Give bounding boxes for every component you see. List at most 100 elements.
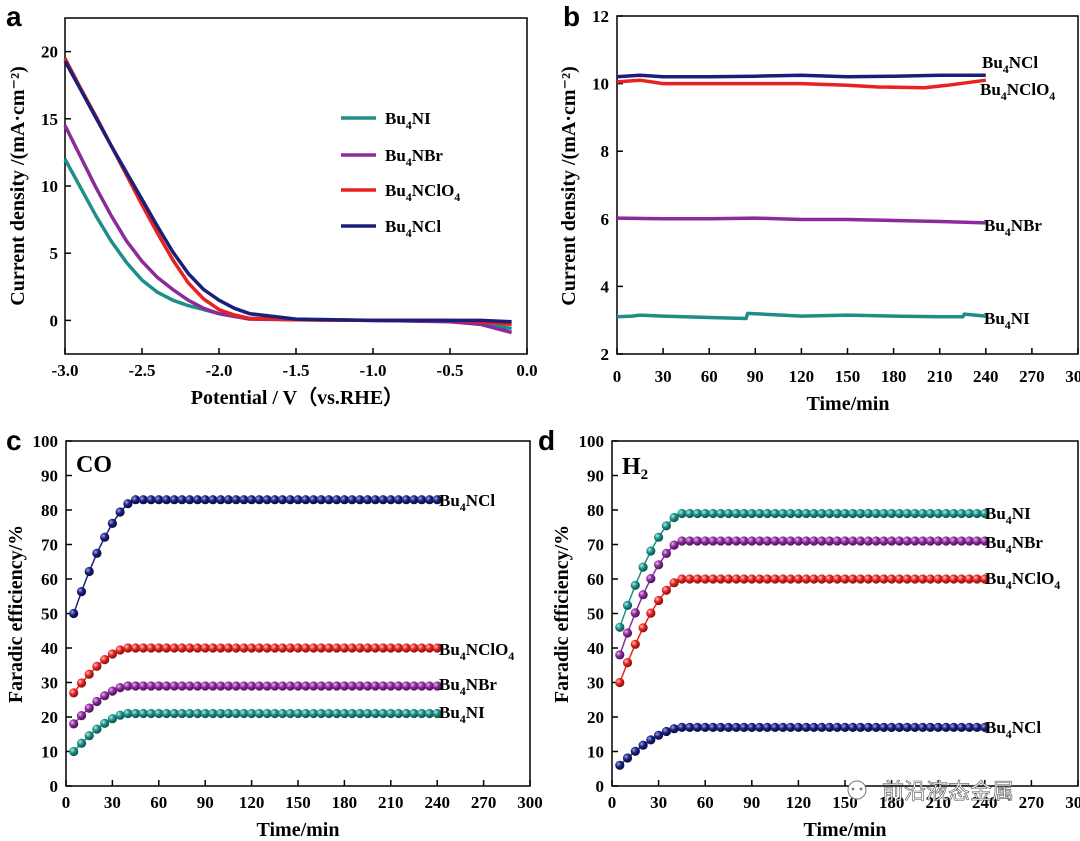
data-point-Bu4NI bbox=[115, 710, 125, 720]
data-point-Bu4NBr bbox=[69, 719, 79, 729]
data-point-Bu4NCl bbox=[801, 722, 811, 733]
data-point-Bu4NBr bbox=[107, 686, 117, 696]
data-point-Bu4NI bbox=[277, 708, 288, 719]
data-point-Bu4NI bbox=[801, 508, 811, 519]
data-point-Bu4NCl bbox=[925, 722, 936, 733]
data-point-Bu4NClO4 bbox=[879, 574, 889, 584]
data-point-Bu4NCl bbox=[92, 548, 102, 558]
data-point-Bu4NI bbox=[262, 708, 272, 719]
y-tick-label: 50 bbox=[587, 605, 604, 624]
data-point-Bu4NClO4 bbox=[84, 669, 94, 679]
data-point-Bu4NClO4 bbox=[716, 574, 726, 584]
data-point-Bu4NBr bbox=[308, 681, 319, 691]
data-point-Bu4NCl bbox=[964, 722, 974, 733]
data-point-Bu4NI bbox=[339, 708, 349, 719]
wechat-icon-eye-left bbox=[851, 787, 855, 791]
data-point-Bu4NClO4 bbox=[786, 574, 796, 584]
series-line-Bu4NBr bbox=[619, 540, 985, 656]
data-point-Bu4NI bbox=[393, 708, 404, 719]
y-tick-label: 80 bbox=[41, 501, 58, 520]
data-point-Bu4NCl bbox=[863, 722, 873, 733]
data-point-Bu4NClO4 bbox=[762, 574, 772, 584]
data-point-Bu4NClO4 bbox=[277, 643, 288, 653]
data-point-Bu4NBr bbox=[277, 681, 288, 691]
y-tick-label: 5 bbox=[50, 244, 59, 263]
x-tick-label: -3.0 bbox=[52, 361, 79, 380]
data-point-Bu4NClO4 bbox=[115, 645, 125, 655]
data-point-Bu4NCl bbox=[239, 495, 249, 505]
data-point-Bu4NCl bbox=[638, 740, 648, 750]
data-point-Bu4NClO4 bbox=[894, 574, 905, 584]
data-point-Bu4NBr bbox=[185, 681, 195, 691]
legend-label-Bu4NCl: Bu4NCl bbox=[385, 217, 441, 240]
data-point-Bu4NBr bbox=[840, 536, 850, 546]
data-point-Bu4NClO4 bbox=[949, 574, 959, 584]
data-point-Bu4NI bbox=[902, 508, 912, 519]
data-point-Bu4NBr bbox=[925, 536, 936, 546]
data-point-Bu4NBr bbox=[432, 681, 442, 691]
data-point-Bu4NCl bbox=[646, 735, 656, 745]
data-point-Bu4NI bbox=[661, 521, 672, 531]
data-point-Bu4NBr bbox=[393, 681, 404, 691]
data-point-Bu4NClO4 bbox=[793, 574, 804, 584]
data-point-Bu4NI bbox=[332, 708, 342, 719]
data-point-Bu4NCl bbox=[308, 495, 319, 505]
data-point-Bu4NBr bbox=[786, 536, 796, 546]
data-point-Bu4NBr bbox=[424, 681, 435, 691]
data-point-Bu4NBr bbox=[615, 650, 625, 660]
data-point-Bu4NI bbox=[270, 708, 280, 719]
data-point-Bu4NCl bbox=[69, 608, 79, 619]
data-point-Bu4NClO4 bbox=[424, 643, 435, 653]
data-point-Bu4NBr bbox=[216, 681, 226, 691]
data-point-Bu4NBr bbox=[378, 681, 388, 691]
data-point-Bu4NBr bbox=[293, 681, 303, 691]
y-tick-label: 60 bbox=[41, 570, 58, 589]
data-point-Bu4NBr bbox=[739, 536, 749, 546]
data-point-Bu4NCl bbox=[871, 722, 881, 733]
data-point-Bu4NClO4 bbox=[262, 643, 272, 653]
x-tick-label: 0 bbox=[62, 793, 71, 812]
data-point-Bu4NClO4 bbox=[432, 643, 442, 653]
data-point-Bu4NBr bbox=[239, 681, 249, 691]
data-point-Bu4NBr bbox=[223, 681, 233, 691]
y-tick-label: 90 bbox=[587, 467, 604, 486]
data-point-Bu4NI bbox=[755, 508, 765, 519]
data-point-Bu4NBr bbox=[980, 536, 990, 546]
data-point-Bu4NI bbox=[138, 708, 148, 719]
data-point-Bu4NBr bbox=[918, 536, 928, 546]
panel-c-title: CO bbox=[76, 452, 112, 478]
data-point-Bu4NCl bbox=[747, 722, 757, 733]
data-point-Bu4NBr bbox=[301, 681, 311, 691]
data-point-Bu4NClO4 bbox=[848, 574, 858, 584]
data-point-Bu4NClO4 bbox=[677, 574, 687, 584]
data-point-Bu4NBr bbox=[646, 574, 656, 584]
data-point-Bu4NCl bbox=[161, 495, 172, 505]
data-point-Bu4NBr bbox=[630, 608, 640, 618]
data-point-Bu4NI bbox=[308, 708, 319, 719]
data-point-Bu4NI bbox=[424, 708, 435, 719]
data-point-Bu4NCl bbox=[723, 722, 734, 733]
data-point-Bu4NClO4 bbox=[161, 643, 172, 653]
data-point-Bu4NBr bbox=[964, 536, 974, 546]
data-point-Bu4NI bbox=[941, 508, 951, 519]
panel-b-xlabel: Time/min bbox=[807, 393, 890, 415]
data-point-Bu4NClO4 bbox=[370, 643, 380, 653]
data-point-Bu4NClO4 bbox=[247, 643, 257, 653]
series-line-Bu4NI bbox=[616, 311, 986, 321]
data-point-Bu4NCl bbox=[956, 722, 967, 733]
data-point-Bu4NI bbox=[254, 708, 264, 719]
data-point-Bu4NBr bbox=[76, 711, 87, 721]
data-point-Bu4NBr bbox=[801, 536, 811, 546]
data-point-Bu4NBr bbox=[669, 540, 679, 550]
data-point-Bu4NClO4 bbox=[200, 643, 210, 653]
series-label-Bu4NClO4: Bu4NClO4 bbox=[985, 569, 1060, 592]
y-tick-label: 6 bbox=[601, 210, 610, 229]
panel-c: 0 30 60 90 120 150 180 210 240 270 300 0 10 20 30 40 50 6… bbox=[5, 432, 543, 841]
data-point-Bu4NCl bbox=[832, 722, 842, 733]
data-point-Bu4NI bbox=[131, 708, 141, 719]
data-point-Bu4NClO4 bbox=[355, 643, 365, 653]
data-point-Bu4NCl bbox=[277, 495, 288, 505]
x-tick-label: -0.5 bbox=[437, 361, 464, 380]
data-point-Bu4NCl bbox=[332, 495, 342, 505]
data-point-Bu4NClO4 bbox=[223, 643, 233, 653]
